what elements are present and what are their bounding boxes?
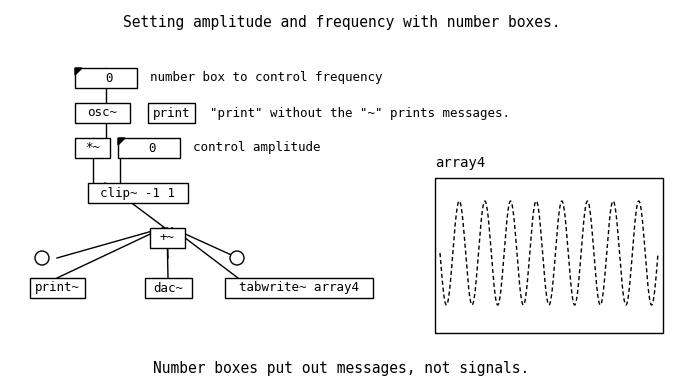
Bar [88,183,188,203]
Text: array4: array4 [435,156,485,170]
Bar [75,138,110,158]
Polygon shape [118,138,125,145]
Text: number box to control frequency: number box to control frequency [150,71,382,85]
Bar [225,278,373,298]
Polygon shape [75,68,82,75]
Text: 0: 0 [105,71,113,85]
Bar [150,228,185,248]
Text: print~: print~ [35,282,80,294]
Bar [148,103,195,123]
Circle shape [35,251,49,265]
Bar [145,278,192,298]
Text: +~: +~ [160,232,175,245]
Text: osc~: osc~ [87,106,117,119]
Bar [75,68,137,88]
Text: 0: 0 [148,142,156,154]
Text: control amplitude: control amplitude [193,142,320,154]
Text: *~: *~ [85,142,100,154]
Bar [30,278,85,298]
Text: Number boxes put out messages, not signals.: Number boxes put out messages, not signa… [154,360,529,376]
Text: print: print [153,106,191,119]
Text: tabwrite~ array4: tabwrite~ array4 [239,282,359,294]
Bar [75,103,130,123]
Bar [435,178,663,333]
Text: dac~: dac~ [154,282,184,294]
Text: Setting amplitude and frequency with number boxes.: Setting amplitude and frequency with num… [123,14,560,30]
Text: clip~ -1 1: clip~ -1 1 [100,186,176,200]
Circle shape [230,251,244,265]
Bar [118,138,180,158]
Text: "print" without the "~" prints messages.: "print" without the "~" prints messages. [210,106,510,119]
